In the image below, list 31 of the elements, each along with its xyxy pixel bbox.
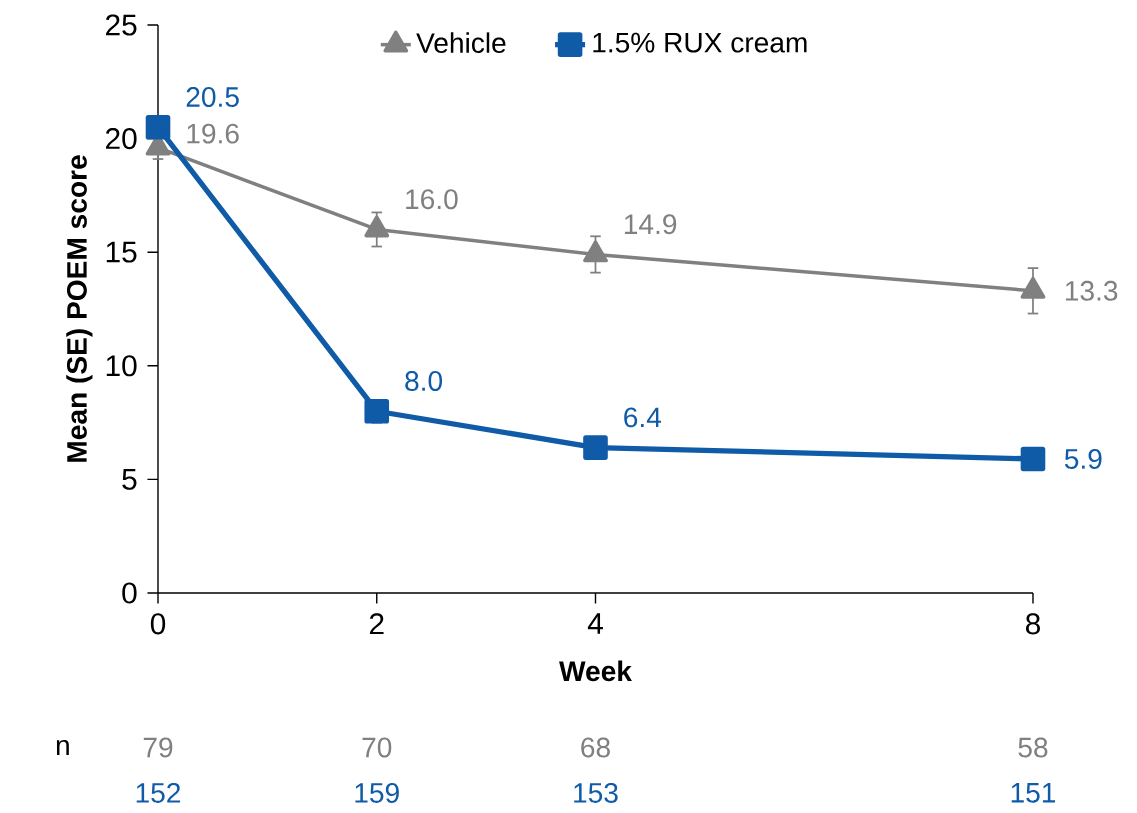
text: 151 <box>1011 783 1056 803</box>
text: 79 <box>143 737 173 758</box>
data-label: 13.3 <box>1065 280 1118 301</box>
y-tick-label: 25 <box>106 14 137 36</box>
text: 152 <box>136 782 181 803</box>
y-tick-label: 5 <box>122 468 137 490</box>
legend-label: Vehicle <box>416 32 506 54</box>
x-tick-label: 0 <box>150 613 166 635</box>
data-label: 14.9 <box>624 214 677 235</box>
text: n <box>56 739 69 756</box>
data-label: 5.9 <box>1064 449 1102 469</box>
text: 70 <box>362 737 392 758</box>
text: 159 <box>355 782 399 803</box>
data-label: 8.0 <box>405 371 443 391</box>
x-axis-title: Week <box>559 660 632 682</box>
data-label: 19.6 <box>187 123 239 144</box>
x-tick-label: 4 <box>587 613 603 634</box>
y-tick-label: 20 <box>106 128 137 150</box>
y-axis-title: Mean (SE) POEM score <box>66 155 93 462</box>
legend-label: 1.5% RUX cream <box>593 32 807 53</box>
y-tick-label: 0 <box>122 582 137 604</box>
data-label: 16.0 <box>406 189 458 210</box>
data-label: 20.5 <box>186 87 239 107</box>
text: 153 <box>574 782 618 803</box>
text: 68 <box>581 737 610 758</box>
text: 58 <box>1018 737 1048 758</box>
x-tick-label: 2 <box>369 613 384 635</box>
y-tick-label: 10 <box>106 355 137 377</box>
y-tick-label: 15 <box>106 241 137 263</box>
data-label: 6.4 <box>624 407 662 428</box>
x-tick-label: 8 <box>1025 613 1040 635</box>
